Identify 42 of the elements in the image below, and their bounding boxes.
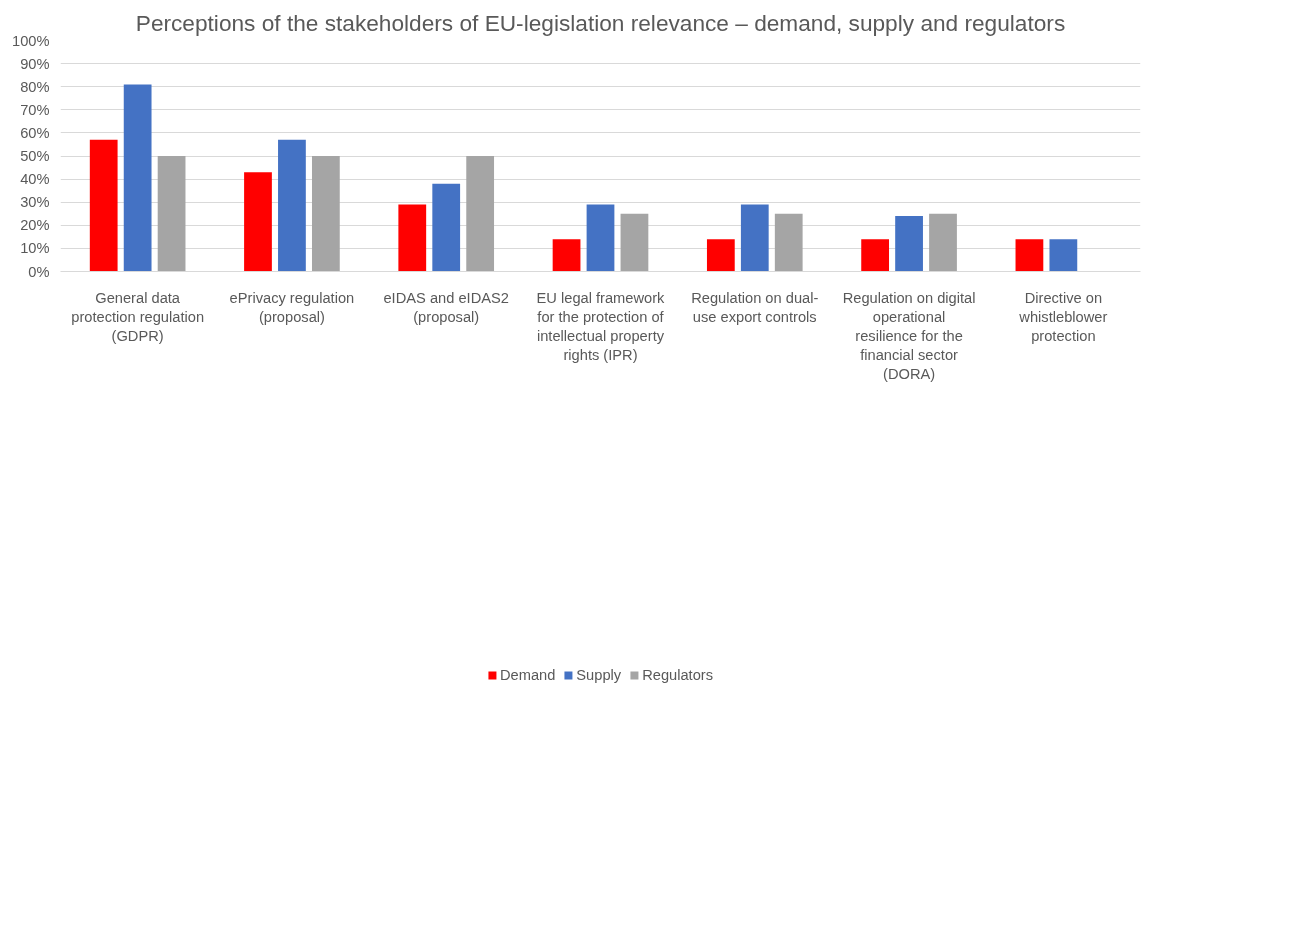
bar xyxy=(552,239,581,272)
legend-label: Supply xyxy=(576,667,622,683)
y-tick-label: 0% xyxy=(28,263,50,280)
bar xyxy=(278,139,306,272)
y-tick-label: 60% xyxy=(20,124,50,141)
y-tick-label: 90% xyxy=(20,55,50,72)
bar xyxy=(1049,239,1078,272)
y-tick-label: 70% xyxy=(20,101,50,118)
bar xyxy=(466,156,495,272)
bar xyxy=(157,156,186,272)
bar xyxy=(706,239,735,272)
bar xyxy=(123,84,152,272)
y-tick-label: 50% xyxy=(20,148,50,164)
x-tick-label: Regulation on digital operational resilience for the financial sector (DORA) xyxy=(842,289,976,383)
chart-title: Perceptions of the stakeholders of EU-legislation relevance – demand, supply and regulators xyxy=(135,9,1066,36)
bar xyxy=(398,204,427,272)
y-tick-label: 30% xyxy=(20,194,50,211)
bar xyxy=(861,239,890,272)
bar xyxy=(586,204,615,272)
bar xyxy=(89,139,118,272)
bar xyxy=(620,213,649,272)
bar xyxy=(740,204,769,272)
y-tick-label: 20% xyxy=(20,217,50,234)
y-tick-label: 100% xyxy=(12,32,50,49)
x-tick-label: eIDAS and eIDAS2 (proposal) xyxy=(383,289,509,325)
legend-label: Regulators xyxy=(642,667,714,683)
bar xyxy=(929,213,957,272)
bar xyxy=(311,156,340,272)
x-tick-label: EU legal framework for the protection of intellectual property rights (IPR) xyxy=(536,289,666,364)
x-tick-label: General data protection regulation (GDPR) xyxy=(71,289,205,344)
bar xyxy=(1015,239,1044,272)
bar xyxy=(244,172,272,272)
bar xyxy=(432,183,461,272)
y-tick-label: 80% xyxy=(20,78,50,95)
x-tick-label: Regulation on dual-use export controls xyxy=(691,289,819,325)
y-tick-label: 40% xyxy=(20,171,50,188)
legend-label: Demand xyxy=(499,667,556,683)
y-tick-label: 10% xyxy=(20,240,50,257)
x-tick-label: Directive on whistleblower protection xyxy=(1018,289,1108,344)
x-tick-label: ePrivacy regulation (proposal) xyxy=(229,289,355,325)
bar xyxy=(895,216,923,272)
bar xyxy=(774,213,803,272)
